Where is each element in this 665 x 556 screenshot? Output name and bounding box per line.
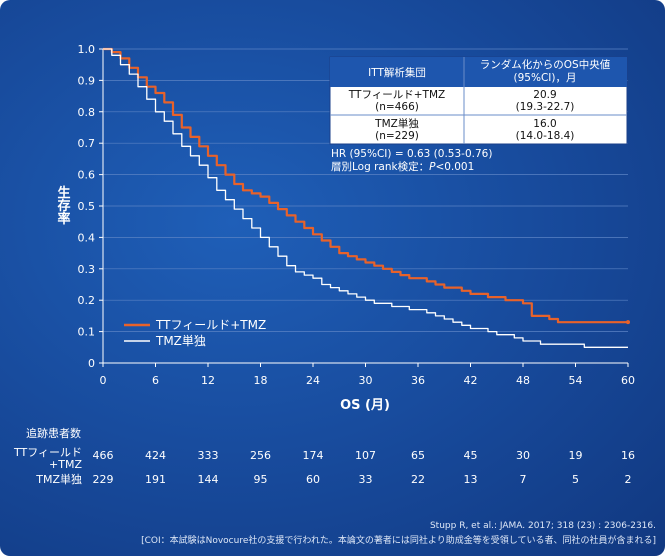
table-header-group: ITT解析集団: [368, 66, 426, 79]
x-tick-label: 18: [254, 374, 268, 387]
risk-value-tmz: 60: [306, 473, 320, 486]
x-tick-label: 42: [464, 374, 478, 387]
risk-value-ttf: 30: [516, 449, 530, 462]
curve-ttf-tmz: [103, 47, 628, 324]
logrank-annotation: 層別Log rank検定：P<0.001: [331, 160, 474, 173]
risk-value-ttf: 19: [569, 449, 583, 462]
risk-value-ttf: 107: [355, 449, 376, 462]
table-row-tmz-ci: (14.0-18.4): [516, 130, 575, 142]
risk-value-ttf: 174: [303, 449, 324, 462]
y-tick-label: 0.6: [78, 169, 96, 182]
risk-value-tmz: 33: [359, 473, 373, 486]
risk-table: 追跡患者数 TTフィールド +TMZ TMZ単独 466 424 333 256 174…: [13, 426, 635, 486]
curve-tmz-alone: [103, 48, 628, 348]
median-os-table: ITT解析集団 ランダム化からのOS中央値 (95%CI)，月 TTフィールド+…: [329, 56, 628, 145]
risk-value-ttf: 256: [250, 449, 271, 462]
table-row-tmz-median: 16.0: [533, 118, 556, 130]
risk-value-tmz: 7: [520, 473, 527, 486]
risk-value-tmz: 95: [254, 473, 268, 486]
y-tick-label: 0.1: [78, 326, 96, 339]
x-tick-label: 36: [411, 374, 425, 387]
y-tick-label: 0: [88, 357, 95, 370]
logrank-value: <0.001: [435, 161, 474, 173]
y-tick-label: 0.3: [78, 263, 96, 276]
risk-label-ttf-line1: TTフィールド: [13, 446, 82, 459]
table-header-ci: (95%CI)，月: [514, 72, 577, 84]
risk-value-tmz: 229: [93, 473, 114, 486]
legend-label-ttf: TTフィールド+TMZ: [155, 318, 266, 332]
table-row-ttf-group: TTフィールド+TMZ: [348, 89, 445, 101]
risk-value-ttf: 16: [621, 449, 635, 462]
table-row-ttf-median: 20.9: [533, 89, 556, 101]
x-tick-label: 60: [621, 374, 635, 387]
risk-value-tmz: 191: [145, 473, 166, 486]
logrank-p: P: [429, 161, 436, 173]
y-tick-label: 0.4: [78, 231, 96, 244]
risk-value-tmz: 144: [198, 473, 219, 486]
y-tick-label: 1.0: [78, 43, 96, 56]
table-row-ttf-ci: (19.3-22.7): [516, 101, 575, 113]
y-tick-label: 0.7: [78, 137, 96, 150]
citation: Stupp R, et al.: JAMA. 2017; 318 (23) : …: [430, 521, 656, 531]
risk-value-tmz: 13: [464, 473, 478, 486]
risk-label-tmz: TMZ単独: [35, 472, 82, 486]
table-row-ttf-n: (n=466): [375, 101, 419, 113]
table-header-median: ランダム化からのOS中央値: [480, 58, 611, 71]
hr-annotation: HR (95%CI) = 0.63 (0.53-0.76): [331, 148, 492, 160]
risk-value-ttf: 65: [411, 449, 425, 462]
x-tick-label: 0: [100, 374, 107, 387]
risk-value-tmz: 5: [572, 473, 579, 486]
curve-end-marker: [626, 320, 630, 325]
y-tick-label: 0.2: [78, 294, 96, 307]
y-axis-label: 生存率: [55, 185, 71, 226]
risk-value-ttf: 466: [93, 449, 114, 462]
risk-value-ttf: 45: [464, 449, 478, 462]
coi-note: [COI：本試験はNovocure社の支援で行われた。本論文の著者には同社より助…: [141, 534, 656, 546]
x-tick-label: 54: [569, 374, 583, 387]
x-tick-label: 30: [359, 374, 373, 387]
legend-label-tmz: TMZ単独: [155, 334, 206, 348]
x-tick-label: 48: [516, 374, 530, 387]
x-tick-label: 6: [152, 374, 159, 387]
risk-value-ttf: 424: [145, 449, 166, 462]
x-tick-label: 12: [201, 374, 215, 387]
legend: TTフィールド+TMZ TMZ単独: [124, 318, 266, 348]
risk-value-ttf: 333: [198, 449, 219, 462]
x-axis-label: OS (月): [340, 398, 390, 413]
risk-table-title: 追跡患者数: [26, 426, 81, 440]
risk-label-ttf-line2: +TMZ: [49, 458, 82, 471]
logrank-prefix: 層別Log rank検定：: [331, 160, 429, 173]
risk-value-tmz: 2: [625, 473, 632, 486]
y-tick-label: 0.9: [78, 74, 96, 87]
table-row-tmz-group: TMZ単独: [374, 117, 419, 130]
table-row-tmz-n: (n=229): [375, 130, 419, 142]
y-tick-label: 0.8: [78, 106, 96, 119]
x-tick-label: 24: [306, 374, 320, 387]
y-tick-label: 0.5: [78, 200, 96, 213]
risk-value-tmz: 22: [411, 473, 425, 486]
